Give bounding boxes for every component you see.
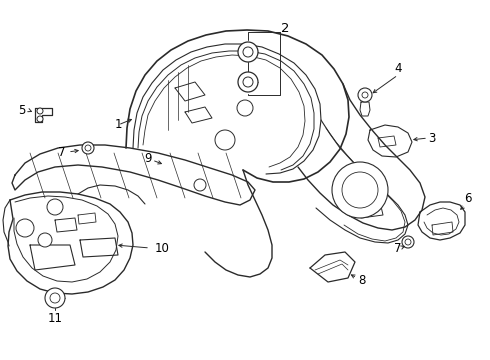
Text: 7: 7	[394, 242, 402, 255]
Text: 11: 11	[48, 311, 63, 324]
Text: 6: 6	[464, 192, 472, 204]
Text: 10: 10	[154, 242, 170, 255]
Circle shape	[82, 142, 94, 154]
Circle shape	[38, 233, 52, 247]
Text: 4: 4	[394, 62, 402, 75]
Text: 7: 7	[58, 145, 66, 158]
Circle shape	[215, 130, 235, 150]
Text: 5: 5	[18, 104, 25, 117]
Circle shape	[237, 100, 253, 116]
Circle shape	[50, 293, 60, 303]
Text: 1: 1	[114, 118, 122, 131]
Circle shape	[358, 88, 372, 102]
Circle shape	[16, 219, 34, 237]
Circle shape	[47, 199, 63, 215]
Circle shape	[37, 108, 43, 114]
Circle shape	[362, 92, 368, 98]
Circle shape	[37, 116, 43, 122]
Circle shape	[238, 42, 258, 62]
Circle shape	[238, 72, 258, 92]
Circle shape	[243, 47, 253, 57]
Circle shape	[194, 179, 206, 191]
Circle shape	[85, 145, 91, 151]
Text: 3: 3	[428, 131, 436, 144]
Circle shape	[342, 172, 378, 208]
Text: 8: 8	[358, 274, 366, 287]
Circle shape	[405, 239, 411, 245]
Text: 9: 9	[144, 152, 152, 165]
Circle shape	[332, 162, 388, 218]
Text: 2: 2	[281, 22, 289, 35]
Circle shape	[45, 288, 65, 308]
Circle shape	[243, 77, 253, 87]
Circle shape	[402, 236, 414, 248]
